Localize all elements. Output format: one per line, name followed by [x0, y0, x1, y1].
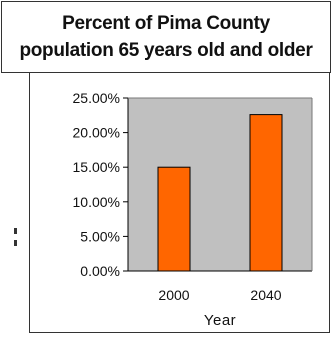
y-tick-label: 25.00%: [73, 90, 120, 106]
plot-area: [128, 98, 312, 271]
chart-title-line-1: Percent of Pima County: [62, 13, 270, 34]
bar: [249, 114, 283, 272]
x-axis-title: Year: [204, 312, 236, 329]
left-edge-mark-top: [14, 228, 17, 234]
x-tick-label: 2040: [250, 287, 281, 303]
chart-title-line-2: population 65 years old and older: [19, 40, 313, 61]
chart-title-box: Percent of Pima County population 65 yea…: [1, 1, 331, 73]
y-tick-label: 5.00%: [80, 228, 120, 244]
left-edge-mark-bottom: [14, 240, 17, 246]
y-tick-label: 20.00%: [73, 125, 120, 141]
y-tick-label: 15.00%: [73, 159, 120, 175]
y-tick-label: 10.00%: [73, 194, 120, 210]
bar: [157, 166, 191, 272]
y-tick-label: 0.00%: [80, 263, 120, 279]
x-tick-label: 2000: [158, 287, 189, 303]
